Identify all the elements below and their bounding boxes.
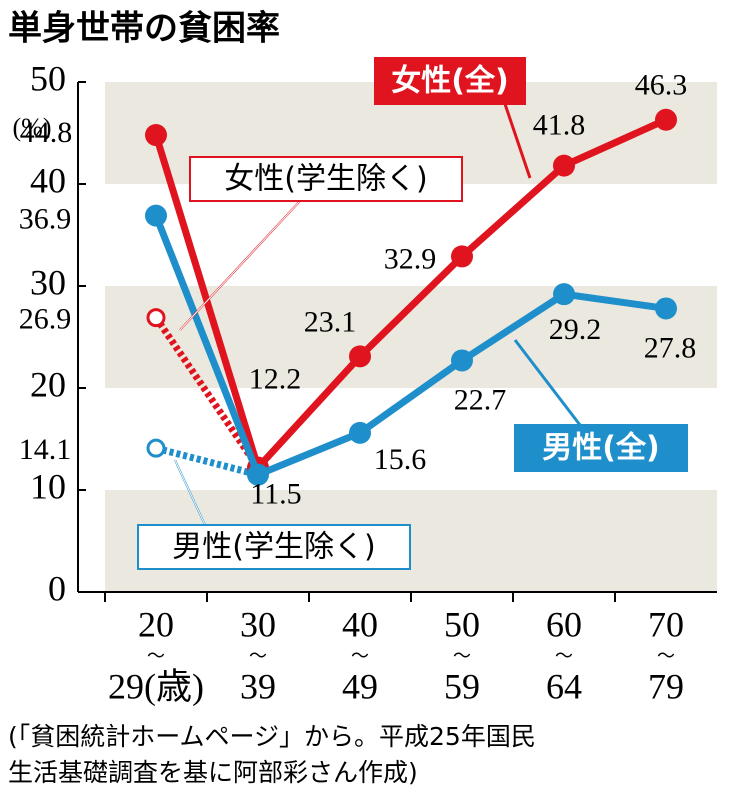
- point-marker: [553, 154, 575, 177]
- y-tick-label: 0: [48, 568, 66, 608]
- x-tick-label: 50: [444, 604, 480, 644]
- source-note: 生活基礎調査を基に阿部彩さん作成): [8, 758, 418, 787]
- legend-label: 女性(学生除く): [224, 162, 427, 197]
- value-label: 26.9: [19, 303, 72, 336]
- legend-box: [374, 57, 526, 105]
- x-tick-label: 〜: [147, 646, 165, 666]
- x-tick-label: 49: [342, 666, 378, 706]
- series-line: [152, 116, 668, 475]
- x-tick-label: 70: [648, 604, 684, 644]
- x-tick-label: 60: [546, 604, 582, 644]
- x-tick-label: 〜: [657, 646, 675, 666]
- value-label: 14.1: [19, 433, 72, 466]
- value-label: 29.2: [549, 313, 602, 346]
- point-marker: [451, 245, 473, 268]
- value-label: 11.5: [250, 478, 301, 511]
- chart-title: 単身世帯の貧困率: [8, 9, 280, 49]
- legend-label: 男性(学生除く): [172, 530, 375, 565]
- point-marker: [146, 438, 166, 458]
- legend-leader-halo: [174, 459, 206, 526]
- value-label: 32.9: [384, 242, 437, 275]
- point-marker: [145, 124, 167, 147]
- legend-leader: [513, 339, 582, 426]
- x-tick-label: 40: [342, 604, 378, 644]
- value-label: 41.8: [533, 109, 586, 142]
- point-marker: [247, 463, 269, 486]
- legend-leader: [503, 103, 532, 179]
- x-tick-label: 29(歳): [108, 666, 204, 706]
- value-label: 22.7: [454, 383, 507, 416]
- point-marker: [349, 421, 371, 444]
- x-tick-label: 〜: [453, 646, 471, 666]
- legend-box: [189, 156, 463, 202]
- value-label: 36.9: [19, 203, 72, 236]
- value-label: 44.8: [20, 116, 73, 149]
- value-label: 46.3: [635, 69, 688, 102]
- x-tick-label: 64: [546, 666, 582, 706]
- x-tick-label: 20: [138, 604, 174, 644]
- x-tick-label: 〜: [351, 646, 369, 666]
- y-tick-label: 20: [30, 364, 66, 404]
- y-tick-label: 40: [30, 160, 66, 200]
- series-line: [155, 444, 259, 479]
- point-marker: [349, 345, 371, 368]
- value-label: 23.1: [304, 305, 357, 338]
- series-line: [152, 214, 667, 480]
- y-tick-label: 50: [30, 58, 66, 98]
- legend-box: [137, 524, 411, 570]
- y-tick-label: 30: [30, 262, 66, 302]
- source-note: (「貧困統計ホームページ」から。平成25年国民: [8, 722, 536, 751]
- legend-box: [514, 424, 688, 472]
- series-line: [153, 315, 261, 470]
- point-marker: [655, 297, 677, 320]
- legend-label: 女性(全): [391, 64, 508, 99]
- x-tick-label: 〜: [249, 646, 267, 666]
- x-tick-label: 59: [444, 666, 480, 706]
- point-marker: [553, 283, 575, 306]
- point-marker: [146, 308, 166, 328]
- value-label: 27.8: [644, 331, 697, 364]
- value-label: 15.6: [374, 443, 427, 476]
- legend-label: 男性(全): [542, 431, 659, 466]
- y-tick-label: 10: [30, 466, 66, 506]
- y-unit: (%): [13, 113, 52, 142]
- point-marker: [145, 204, 167, 227]
- x-tick-label: 〜: [555, 646, 573, 666]
- point-marker: [655, 108, 677, 131]
- x-tick-label: 30: [240, 604, 276, 644]
- value-label: 12.2: [249, 362, 302, 395]
- x-tick-label: 39: [240, 666, 276, 706]
- point-marker: [451, 349, 473, 372]
- legend-leader-halo: [179, 200, 301, 331]
- x-tick-label: 79: [648, 666, 684, 706]
